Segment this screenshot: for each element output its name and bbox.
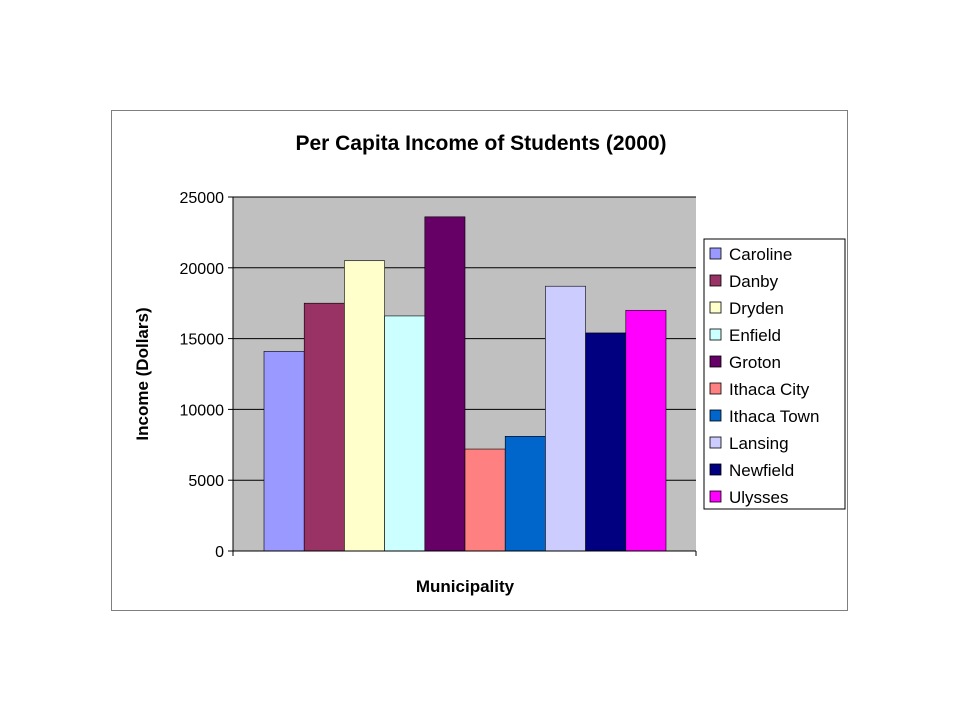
legend-swatch — [709, 355, 722, 368]
bar-enfield — [384, 315, 426, 552]
bar-newfield — [585, 332, 627, 552]
legend-label: Dryden — [729, 299, 784, 318]
bar-danby — [303, 302, 345, 552]
legend-swatch — [709, 274, 722, 287]
legend-swatch — [709, 328, 722, 341]
y-tick-label: 5000 — [188, 473, 224, 490]
legend-swatch — [709, 490, 722, 503]
bar-ithaca-town — [504, 436, 546, 552]
bar-lansing — [545, 285, 586, 552]
y-tick-label: 25000 — [180, 190, 225, 207]
bar-ithaca-city — [464, 448, 506, 552]
legend-label: Danby — [729, 272, 779, 291]
chart-frame: Per Capita Income of Students (2000) 0 50… — [111, 110, 848, 611]
legend-label: Ulysses — [729, 488, 789, 507]
bar-groton — [424, 216, 466, 552]
legend-swatch — [709, 436, 722, 449]
legend-label: Lansing — [729, 434, 789, 453]
legend-swatch — [709, 301, 722, 314]
legend-label: Caroline — [729, 245, 792, 264]
legend-label: Groton — [729, 353, 781, 372]
bar-caroline — [263, 351, 305, 552]
y-tick-label: 15000 — [180, 332, 225, 349]
legend-swatch — [709, 247, 722, 260]
y-tick-label: 20000 — [180, 261, 225, 278]
x-axis-label: Municipality — [416, 577, 515, 596]
bar-chart: Per Capita Income of Students (2000) 0 50… — [133, 132, 846, 596]
legend-label: Ithaca Town — [729, 407, 819, 426]
bar-dryden — [344, 260, 385, 552]
chart-title: Per Capita Income of Students (2000) — [295, 132, 666, 155]
legend-label: Enfield — [729, 326, 781, 345]
legend-swatch — [709, 409, 722, 422]
legend-label: Newfield — [729, 461, 794, 480]
legend-swatch — [709, 382, 722, 395]
bar-ulysses — [625, 309, 667, 552]
legend-box — [703, 238, 846, 510]
legend-label: Ithaca City — [729, 380, 810, 399]
y-tick-label: 0 — [215, 544, 224, 561]
legend-swatch — [709, 463, 722, 476]
y-tick-label: 10000 — [180, 402, 225, 419]
y-axis-label: Income (Dollars) — [133, 307, 152, 440]
legend: Caroline Danby Dryden Enfield Groton Ithaca C… — [703, 238, 846, 510]
